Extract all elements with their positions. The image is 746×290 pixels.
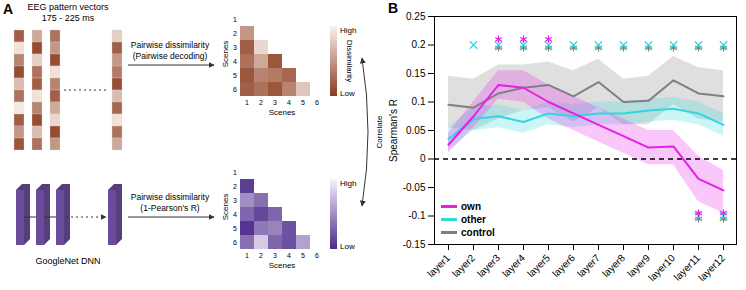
svg-text:175 - 225 ms: 175 - 225 ms <box>42 13 95 23</box>
svg-text:-0.05: -0.05 <box>403 182 426 193</box>
svg-text:High: High <box>340 179 356 188</box>
html-text:other: other <box>461 214 486 225</box>
svg-text:6: 6 <box>315 99 319 106</box>
svg-text:Spearman's R: Spearman's R <box>388 99 399 162</box>
svg-text:layer11: layer11 <box>671 252 703 283</box>
svg-text:4: 4 <box>233 58 237 65</box>
svg-text:5: 5 <box>233 225 237 232</box>
svg-text:layer4: layer4 <box>500 252 527 279</box>
svg-text:layer12: layer12 <box>696 252 727 283</box>
svg-text:3: 3 <box>273 252 277 259</box>
svg-text:Low: Low <box>340 89 355 98</box>
html-text:own: own <box>461 201 481 212</box>
svg-text:layer2: layer2 <box>450 252 477 279</box>
svg-text:4: 4 <box>287 99 291 106</box>
svg-text:3: 3 <box>273 99 277 106</box>
svg-text:-0.1: -0.1 <box>408 210 426 221</box>
svg-text:0.2: 0.2 <box>412 39 426 50</box>
svg-text:0: 0 <box>420 153 426 164</box>
svg-text:layer10: layer10 <box>646 252 677 283</box>
svg-text:3: 3 <box>233 197 237 204</box>
svg-text:1: 1 <box>233 16 237 23</box>
svg-text:Scenes: Scenes <box>221 194 230 221</box>
svg-text:Scenes: Scenes <box>221 41 230 68</box>
svg-text:layer5: layer5 <box>525 252 552 279</box>
svg-text:Scenes: Scenes <box>269 108 296 117</box>
svg-text:Scenes: Scenes <box>269 261 296 270</box>
svg-text:6: 6 <box>233 239 237 246</box>
svg-text:Low: Low <box>340 242 355 251</box>
svg-text:2: 2 <box>233 183 237 190</box>
svg-text:(Pairwise decoding): (Pairwise decoding) <box>133 51 208 61</box>
svg-text:0.15: 0.15 <box>406 68 426 79</box>
svg-text:4: 4 <box>233 211 237 218</box>
svg-text:2: 2 <box>259 252 263 259</box>
svg-text:Correlate: Correlate <box>375 115 384 148</box>
svg-text:GoogleNet DNN: GoogleNet DNN <box>35 256 100 266</box>
svg-text:0.25: 0.25 <box>406 11 426 22</box>
svg-text:6: 6 <box>315 252 319 259</box>
svg-text:layer9: layer9 <box>625 252 653 280</box>
svg-text:3: 3 <box>233 44 237 51</box>
svg-text:High: High <box>340 26 356 35</box>
html-text:B: B <box>388 0 399 16</box>
svg-text:6: 6 <box>233 86 237 93</box>
svg-text:layer1: layer1 <box>425 252 452 279</box>
svg-text:layer7: layer7 <box>575 252 602 279</box>
svg-text:1: 1 <box>245 99 249 106</box>
svg-text:1: 1 <box>233 169 237 176</box>
svg-text:5: 5 <box>301 252 305 259</box>
html-text:control: control <box>461 227 495 238</box>
svg-text:0.05: 0.05 <box>406 125 426 136</box>
svg-text:-0.15: -0.15 <box>403 239 426 250</box>
svg-text:layer6: layer6 <box>550 252 577 279</box>
svg-text:Dissimilarity: Dissimilarity <box>345 40 354 83</box>
svg-text:A: A <box>3 1 13 17</box>
svg-text:2: 2 <box>259 99 263 106</box>
svg-text:layer3: layer3 <box>475 252 502 279</box>
svg-text:(1-Pearson's R): (1-Pearson's R) <box>140 203 199 213</box>
svg-text:1: 1 <box>245 252 249 259</box>
svg-text:2: 2 <box>233 30 237 37</box>
svg-text:EEG pattern vectors: EEG pattern vectors <box>27 2 109 12</box>
svg-text:Pairwise dissimilarity: Pairwise dissimilarity <box>131 40 210 50</box>
svg-text:layer8: layer8 <box>600 252 627 279</box>
svg-text:5: 5 <box>233 72 237 79</box>
svg-text:5: 5 <box>301 99 305 106</box>
svg-text:Pairwise dissimilarity: Pairwise dissimilarity <box>131 192 210 202</box>
svg-text:4: 4 <box>287 252 291 259</box>
svg-text:0.1: 0.1 <box>412 96 426 107</box>
